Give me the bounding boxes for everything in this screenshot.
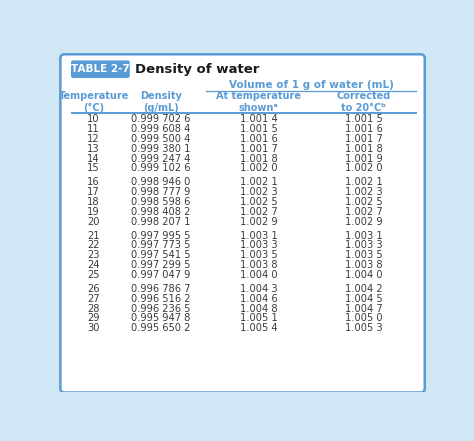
Text: 12: 12 bbox=[87, 134, 100, 144]
Text: At temperature
shownᵃ: At temperature shownᵃ bbox=[216, 91, 301, 113]
Text: 1.003 8: 1.003 8 bbox=[345, 260, 383, 270]
Text: 0.996 516 2: 0.996 516 2 bbox=[131, 294, 191, 304]
Text: 0.999 500 4: 0.999 500 4 bbox=[131, 134, 191, 144]
Text: 0.999 102 6: 0.999 102 6 bbox=[131, 163, 191, 173]
Text: 10: 10 bbox=[87, 114, 100, 124]
Text: 11: 11 bbox=[87, 124, 100, 134]
Text: 1.001 5: 1.001 5 bbox=[345, 114, 383, 124]
Text: 0.998 946 0: 0.998 946 0 bbox=[131, 177, 191, 187]
Text: 1.002 7: 1.002 7 bbox=[240, 207, 278, 217]
Text: 1.002 0: 1.002 0 bbox=[240, 163, 278, 173]
Text: 0.997 995 5: 0.997 995 5 bbox=[131, 231, 191, 241]
Text: Corrected
to 20°Cᵇ: Corrected to 20°Cᵇ bbox=[337, 91, 391, 113]
Text: 1.001 4: 1.001 4 bbox=[240, 114, 278, 124]
Text: 29: 29 bbox=[87, 314, 100, 323]
Text: 0.997 541 5: 0.997 541 5 bbox=[131, 250, 191, 260]
Text: 0.995 947 8: 0.995 947 8 bbox=[131, 314, 191, 323]
Text: 1.003 3: 1.003 3 bbox=[345, 240, 383, 250]
Text: 1.004 2: 1.004 2 bbox=[345, 284, 383, 294]
Text: 14: 14 bbox=[87, 153, 100, 164]
Text: 0.997 047 9: 0.997 047 9 bbox=[131, 270, 191, 280]
Text: Temperature
(°C): Temperature (°C) bbox=[58, 91, 129, 113]
Text: 0.998 598 6: 0.998 598 6 bbox=[131, 197, 191, 207]
Text: 1.005 4: 1.005 4 bbox=[240, 323, 278, 333]
Text: 0.999 608 4: 0.999 608 4 bbox=[131, 124, 191, 134]
Text: 1.001 5: 1.001 5 bbox=[240, 124, 278, 134]
Text: 19: 19 bbox=[87, 207, 100, 217]
Text: 1.002 1: 1.002 1 bbox=[345, 177, 383, 187]
Text: 1.004 3: 1.004 3 bbox=[240, 284, 278, 294]
Text: 1.002 5: 1.002 5 bbox=[240, 197, 278, 207]
Text: 1.001 7: 1.001 7 bbox=[240, 144, 278, 153]
Text: 1.001 9: 1.001 9 bbox=[345, 153, 383, 164]
Text: 1.001 6: 1.001 6 bbox=[345, 124, 383, 134]
Text: 1.001 8: 1.001 8 bbox=[240, 153, 278, 164]
Text: 0.997 773 5: 0.997 773 5 bbox=[131, 240, 191, 250]
Text: Density of water: Density of water bbox=[135, 63, 259, 76]
Text: 1.002 9: 1.002 9 bbox=[345, 217, 383, 227]
Text: 1.003 1: 1.003 1 bbox=[345, 231, 383, 241]
Text: 1.002 0: 1.002 0 bbox=[345, 163, 383, 173]
Text: Volume of 1 g of water (mL): Volume of 1 g of water (mL) bbox=[229, 80, 394, 90]
Text: 1.002 1: 1.002 1 bbox=[240, 177, 278, 187]
Text: 1.003 1: 1.003 1 bbox=[240, 231, 278, 241]
Text: 1.005 3: 1.005 3 bbox=[345, 323, 383, 333]
Text: 1.004 6: 1.004 6 bbox=[240, 294, 278, 304]
Text: 0.999 702 6: 0.999 702 6 bbox=[131, 114, 191, 124]
Text: 1.002 9: 1.002 9 bbox=[240, 217, 278, 227]
Text: 26: 26 bbox=[87, 284, 100, 294]
Text: 1.002 3: 1.002 3 bbox=[345, 187, 383, 197]
Text: 28: 28 bbox=[87, 303, 100, 314]
Text: 13: 13 bbox=[87, 144, 100, 153]
Text: 22: 22 bbox=[87, 240, 100, 250]
Text: 1.001 6: 1.001 6 bbox=[240, 134, 278, 144]
Text: 30: 30 bbox=[87, 323, 100, 333]
Text: 1.001 7: 1.001 7 bbox=[345, 134, 383, 144]
Text: 0.999 247 4: 0.999 247 4 bbox=[131, 153, 191, 164]
Text: 1.004 7: 1.004 7 bbox=[345, 303, 383, 314]
Text: 23: 23 bbox=[87, 250, 100, 260]
Text: 21: 21 bbox=[87, 231, 100, 241]
Text: 24: 24 bbox=[87, 260, 100, 270]
Text: 0.995 650 2: 0.995 650 2 bbox=[131, 323, 191, 333]
Text: 1.002 3: 1.002 3 bbox=[240, 187, 278, 197]
Text: Density
(g/mL): Density (g/mL) bbox=[140, 91, 182, 113]
Text: 0.997 299 5: 0.997 299 5 bbox=[131, 260, 191, 270]
Text: 27: 27 bbox=[87, 294, 100, 304]
Text: 20: 20 bbox=[87, 217, 100, 227]
Text: 0.998 207 1: 0.998 207 1 bbox=[131, 217, 191, 227]
Text: 25: 25 bbox=[87, 270, 100, 280]
Text: 1.001 8: 1.001 8 bbox=[345, 144, 383, 153]
Text: 0.998 777 9: 0.998 777 9 bbox=[131, 187, 191, 197]
Text: 0.996 786 7: 0.996 786 7 bbox=[131, 284, 191, 294]
FancyBboxPatch shape bbox=[60, 54, 425, 392]
Text: 1.005 1: 1.005 1 bbox=[240, 314, 278, 323]
Text: 1.003 5: 1.003 5 bbox=[240, 250, 278, 260]
Text: 17: 17 bbox=[87, 187, 100, 197]
FancyBboxPatch shape bbox=[71, 60, 130, 78]
Text: 1.005 0: 1.005 0 bbox=[345, 314, 383, 323]
Text: 16: 16 bbox=[87, 177, 100, 187]
Text: 1.003 3: 1.003 3 bbox=[240, 240, 278, 250]
Text: 0.998 408 2: 0.998 408 2 bbox=[131, 207, 191, 217]
Text: 15: 15 bbox=[87, 163, 100, 173]
Text: 1.004 8: 1.004 8 bbox=[240, 303, 278, 314]
Text: 1.004 0: 1.004 0 bbox=[345, 270, 383, 280]
Text: 0.999 380 1: 0.999 380 1 bbox=[131, 144, 191, 153]
Text: 0.996 236 5: 0.996 236 5 bbox=[131, 303, 191, 314]
Text: 18: 18 bbox=[87, 197, 100, 207]
Text: TABLE 2-7: TABLE 2-7 bbox=[71, 64, 130, 74]
Text: 1.004 5: 1.004 5 bbox=[345, 294, 383, 304]
Text: 1.003 5: 1.003 5 bbox=[345, 250, 383, 260]
Text: 1.004 0: 1.004 0 bbox=[240, 270, 278, 280]
Text: 1.003 8: 1.003 8 bbox=[240, 260, 278, 270]
Text: 1.002 5: 1.002 5 bbox=[345, 197, 383, 207]
Text: 1.002 7: 1.002 7 bbox=[345, 207, 383, 217]
